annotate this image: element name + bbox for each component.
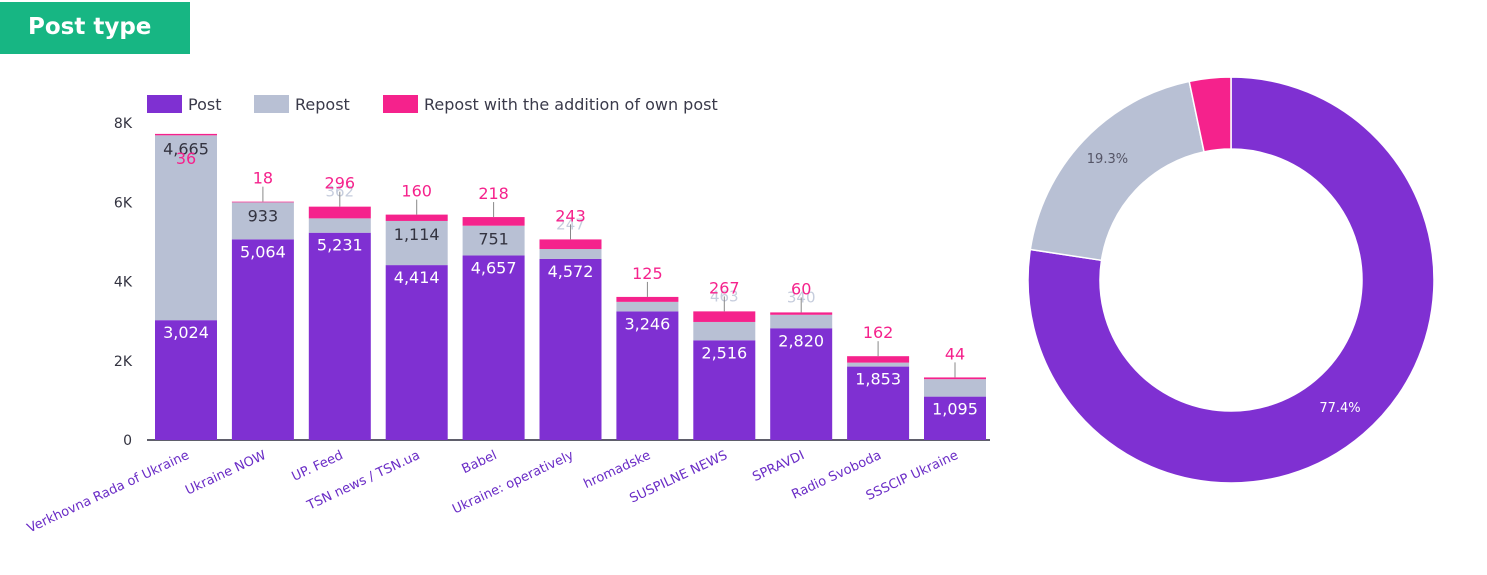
bar-repost-own <box>231 201 294 203</box>
bar-repost <box>924 379 986 397</box>
data-label-repost-own: 243 <box>555 206 586 225</box>
bar-repost-own <box>385 214 448 221</box>
data-label-repost: 751 <box>478 230 509 249</box>
bar-repost <box>847 362 910 367</box>
legend-label-1: Post <box>188 95 221 114</box>
bar-post <box>847 366 910 440</box>
data-label-repost: 1,114 <box>394 225 440 244</box>
data-label-repost-own: 162 <box>863 323 894 342</box>
data-label-post: 4,572 <box>548 262 594 281</box>
data-label-post: 4,657 <box>471 258 517 277</box>
y-tick-label: 0 <box>123 433 132 449</box>
data-label-repost: 4,665 <box>163 139 209 158</box>
y-tick-label: 6K <box>114 195 133 211</box>
data-label-repost-own: 267 <box>709 278 740 297</box>
bar-repost <box>693 321 756 341</box>
bar-post <box>155 320 217 440</box>
data-label-repost-own: 18 <box>253 169 273 188</box>
y-tick-label: 4K <box>114 275 133 291</box>
bar-repost <box>231 202 294 240</box>
x-tick-label: Ukraine NOW <box>183 448 268 498</box>
bar-repost-own <box>462 217 525 226</box>
donut-label-1: 77.4% <box>1319 401 1360 416</box>
data-label-repost-own: 296 <box>325 174 356 193</box>
donut-slice-1 <box>1027 76 1435 484</box>
data-label-repost-own: 125 <box>632 264 663 283</box>
data-label-repost-own: 36 <box>176 149 196 168</box>
bar-repost-own <box>847 356 910 363</box>
x-tick-label: UP. Feed <box>290 448 346 485</box>
page-title: Post type <box>28 14 152 40</box>
y-tick-label: 8K <box>114 116 133 132</box>
post-type-header: Post type <box>0 2 190 54</box>
bar-repost <box>462 225 525 256</box>
bar-post <box>770 328 833 440</box>
bar-post <box>385 265 448 440</box>
legend-swatch-3 <box>383 95 418 113</box>
donut-slice-3 <box>1188 76 1232 153</box>
x-tick-label: SPRAVDI <box>750 448 807 485</box>
bar-repost-own <box>616 296 679 302</box>
data-label-post: 5,231 <box>317 236 363 255</box>
bar-repost-own <box>693 311 756 322</box>
data-label-post: 1,853 <box>855 370 901 389</box>
data-label-repost-own: 44 <box>945 344 965 363</box>
data-label-repost-own: 60 <box>791 279 811 298</box>
y-tick-label: 2K <box>114 354 133 370</box>
bar-repost-own <box>308 206 371 219</box>
data-label-post: 5,064 <box>240 242 286 261</box>
bar-post <box>462 255 525 440</box>
bar-repost <box>539 249 602 259</box>
bar-post <box>616 311 679 440</box>
donut-label-2: 19.3% <box>1087 152 1128 167</box>
data-label-post: 4,414 <box>394 268 440 287</box>
legend-swatch-1 <box>147 95 182 113</box>
bar-repost <box>616 301 679 312</box>
bar-post <box>308 232 371 440</box>
x-tick-label: Babel <box>460 448 500 477</box>
data-label-repost-own: 160 <box>401 182 432 201</box>
data-label-repost-own: 218 <box>478 184 509 203</box>
bar-repost <box>770 314 833 329</box>
bar-repost-own <box>539 239 602 250</box>
data-label-post: 1,095 <box>932 400 978 419</box>
bar-repost-own <box>770 312 833 315</box>
bar-repost <box>155 135 217 321</box>
bar-post <box>924 396 986 440</box>
bar-repost <box>385 220 448 266</box>
bar-post <box>693 340 756 440</box>
data-label-post: 2,820 <box>778 331 824 350</box>
donut-slice-2 <box>1029 80 1205 262</box>
data-label-post: 3,246 <box>624 314 670 333</box>
bar-repost <box>308 218 371 233</box>
data-label-post: 2,516 <box>701 343 747 362</box>
data-label-post: 3,024 <box>163 323 209 342</box>
legend-label-2: Repost <box>295 95 350 114</box>
bar-repost-own <box>155 133 217 136</box>
bar-post <box>539 258 602 440</box>
legend-swatch-2 <box>254 95 289 113</box>
legend-label-3: Repost with the addition of own post <box>424 95 718 114</box>
x-tick-label: Verkhovna Rada of Ukraine <box>25 448 192 536</box>
data-label-repost: 933 <box>248 206 279 225</box>
bar-repost-own <box>924 377 986 380</box>
bar-post <box>231 239 294 440</box>
